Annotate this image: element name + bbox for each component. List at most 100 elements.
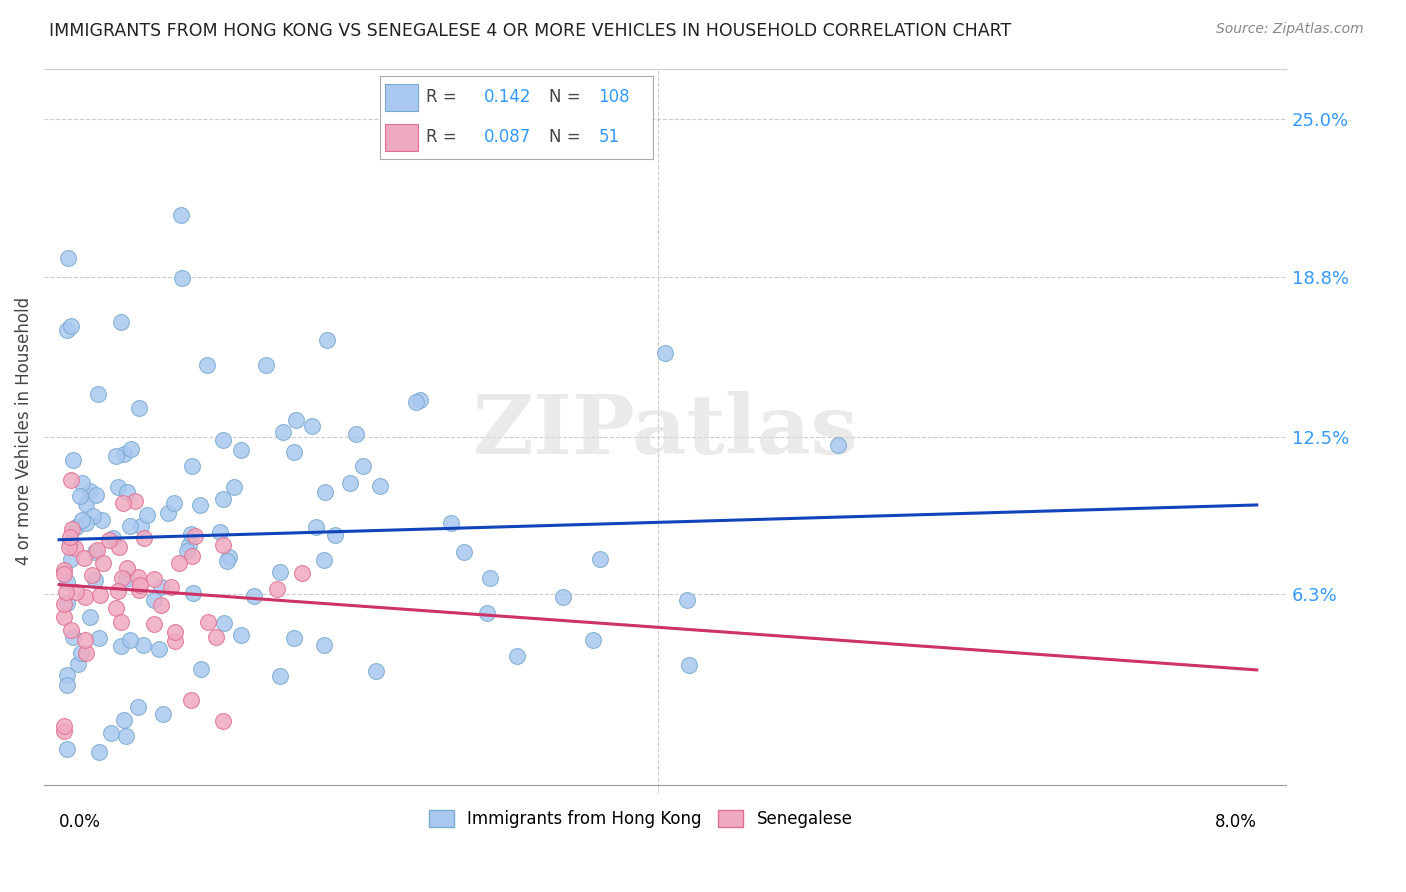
Point	[97, 533, 120, 547]
Point	[55, 677, 77, 691]
Point	[84, 544, 107, 558]
Text: 8.0%: 8.0%	[1215, 813, 1257, 831]
Point	[453, 544, 475, 558]
Point	[170, 271, 193, 285]
Point	[66, 657, 89, 671]
Point	[229, 443, 252, 458]
Point	[211, 434, 233, 448]
Point	[89, 589, 111, 603]
Point	[181, 549, 204, 563]
Point	[107, 480, 129, 494]
Point	[163, 495, 186, 509]
Point	[52, 563, 75, 577]
Point	[301, 418, 323, 433]
Point	[128, 401, 150, 415]
Point	[506, 648, 529, 663]
Point	[118, 519, 141, 533]
Point	[79, 483, 101, 498]
Point	[283, 632, 305, 646]
Point	[101, 531, 124, 545]
Point	[273, 425, 295, 440]
Point	[112, 496, 135, 510]
Point	[75, 646, 97, 660]
Point	[56, 742, 79, 756]
Point	[73, 632, 96, 647]
Point	[344, 426, 367, 441]
Point	[91, 513, 114, 527]
Point	[55, 575, 77, 590]
Point	[170, 208, 193, 222]
Point	[128, 582, 150, 597]
Point	[212, 616, 235, 631]
Point	[110, 640, 132, 654]
Point	[107, 583, 129, 598]
Point	[190, 662, 212, 676]
Point	[69, 489, 91, 503]
Point	[118, 632, 141, 647]
Point	[163, 634, 186, 648]
Point	[132, 638, 155, 652]
Point	[52, 609, 75, 624]
Point	[269, 669, 291, 683]
Point	[209, 524, 232, 539]
Point	[218, 550, 240, 565]
Point	[217, 554, 239, 568]
Point	[316, 333, 339, 347]
Point	[440, 516, 463, 531]
Point	[148, 641, 170, 656]
Point	[152, 707, 174, 722]
Point	[181, 459, 204, 474]
Point	[181, 585, 204, 599]
Point	[368, 479, 391, 493]
Point	[55, 668, 77, 682]
Point	[132, 531, 155, 545]
Point	[84, 574, 107, 588]
Point	[87, 387, 110, 401]
Point	[63, 541, 86, 556]
Point	[582, 632, 605, 647]
Point	[55, 585, 77, 599]
Point	[305, 520, 328, 534]
Point	[142, 572, 165, 586]
Y-axis label: 4 or more Vehicles in Household: 4 or more Vehicles in Household	[15, 296, 32, 565]
Point	[405, 394, 427, 409]
Point	[409, 393, 432, 408]
Point	[112, 713, 135, 727]
Point	[86, 543, 108, 558]
Point	[70, 646, 93, 660]
Point	[124, 493, 146, 508]
Point	[143, 616, 166, 631]
Point	[75, 516, 97, 530]
Point	[675, 593, 697, 607]
Point	[339, 476, 361, 491]
Point	[59, 624, 82, 638]
Point	[205, 630, 228, 644]
Point	[157, 506, 180, 520]
Point	[589, 551, 612, 566]
Point	[79, 609, 101, 624]
Point	[91, 557, 114, 571]
Point	[65, 520, 87, 534]
Point	[149, 580, 172, 594]
Text: 0.0%: 0.0%	[59, 813, 101, 831]
Point	[188, 498, 211, 512]
Point	[84, 488, 107, 502]
Point	[176, 544, 198, 558]
Point	[115, 572, 138, 586]
Point	[127, 700, 149, 714]
Point	[52, 597, 75, 611]
Point	[55, 596, 77, 610]
Point	[112, 447, 135, 461]
Point	[108, 540, 131, 554]
Point	[314, 639, 336, 653]
Point	[58, 541, 80, 555]
Point	[827, 438, 849, 452]
Point	[59, 530, 82, 544]
Point	[60, 522, 83, 536]
Point	[177, 538, 200, 552]
Point	[290, 566, 312, 580]
Point	[165, 625, 187, 640]
Text: IMMIGRANTS FROM HONG KONG VS SENEGALESE 4 OR MORE VEHICLES IN HOUSEHOLD CORRELAT: IMMIGRANTS FROM HONG KONG VS SENEGALESE …	[49, 22, 1011, 40]
Point	[312, 552, 335, 566]
Point	[211, 714, 233, 729]
